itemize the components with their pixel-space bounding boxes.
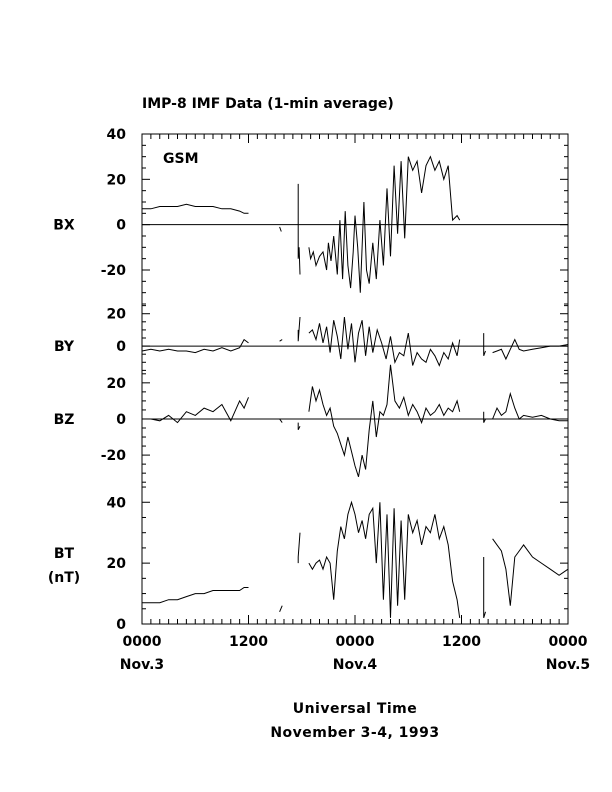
x-tick-label: 1200 [229, 634, 268, 650]
panel-label: BY [54, 339, 75, 355]
x-axis-sublabel: November 3-4, 1993 [270, 725, 439, 741]
y-tick-label: 20 [107, 376, 127, 392]
panel-label: BX [53, 218, 75, 234]
series-by-trace [279, 339, 283, 342]
series-bt-trace [279, 605, 283, 612]
series-bx-trace [308, 155, 461, 293]
series-bt-trace [142, 587, 249, 604]
series-by-trace [483, 333, 486, 356]
series-bz-trace [279, 418, 283, 423]
series-bt-trace [483, 557, 486, 619]
series-bz-trace [308, 364, 461, 477]
series-bz-trace [492, 391, 568, 422]
series-bz-trace [142, 397, 249, 424]
panel-bx: -20 0 20 40 BX GSM [53, 127, 568, 305]
series-by-trace [308, 316, 461, 367]
y-tick-label: 0 [116, 218, 126, 234]
x-tick-label: 0000 [123, 634, 162, 650]
x-axis: 0000 Nov.3 1200 0000 Nov.4 1200 0000 Nov.5 [120, 634, 590, 673]
y-tick-label: 20 [107, 556, 127, 572]
y-tick-label: 0 [116, 339, 126, 355]
x-axis-label: Universal Time [293, 701, 418, 717]
series-by-trace [297, 316, 301, 342]
y-tick-label: 40 [107, 495, 127, 511]
panel-label: BZ [54, 412, 75, 428]
y-tick-label: -20 [101, 263, 127, 279]
x-tick-date: Nov.3 [120, 657, 164, 673]
x-tick-label: 0000 [549, 634, 588, 650]
series-bx-trace [297, 183, 301, 275]
series-bz-trace [483, 411, 486, 423]
panel-unit: (nT) [48, 570, 80, 586]
y-tick-label: 0 [116, 412, 126, 428]
panel-bz: -20 0 20 BZ [54, 364, 568, 483]
panel-by: 0 20 BY [54, 305, 569, 371]
y-tick-label: 20 [107, 172, 127, 188]
y-tick-label: 40 [107, 127, 127, 143]
series-bt-trace [492, 538, 569, 606]
chart-panels: -20 0 20 40 BX GSM 0 20 BY -20 0 20 BZ 0 20 40 BT (nT) [48, 127, 569, 633]
x-tick-label: 1200 [442, 634, 481, 650]
panel-bt: 0 20 40 BT (nT) [48, 486, 569, 633]
x-tick-date: Nov.4 [333, 657, 378, 673]
chart-title: IMP-8 IMF Data (1-min average) [142, 96, 394, 112]
frame-ticks [141, 134, 569, 624]
series-bz-trace [297, 422, 301, 431]
y-tick-label: 0 [116, 617, 126, 633]
panel-label: BT [54, 546, 75, 562]
series-bt-trace [308, 500, 461, 618]
coord-annotation: GSM [163, 151, 199, 167]
series-bx-trace [142, 203, 249, 214]
series-bt-trace [297, 532, 301, 564]
y-tick-label: -20 [101, 448, 127, 464]
series-by-trace [492, 338, 569, 361]
x-tick-date: Nov.5 [546, 657, 590, 673]
series-bx-trace [279, 226, 282, 232]
series-by-trace [141, 338, 249, 354]
x-tick-label: 0000 [336, 634, 375, 650]
y-tick-label: 20 [107, 307, 127, 323]
plot-frame [141, 133, 569, 625]
